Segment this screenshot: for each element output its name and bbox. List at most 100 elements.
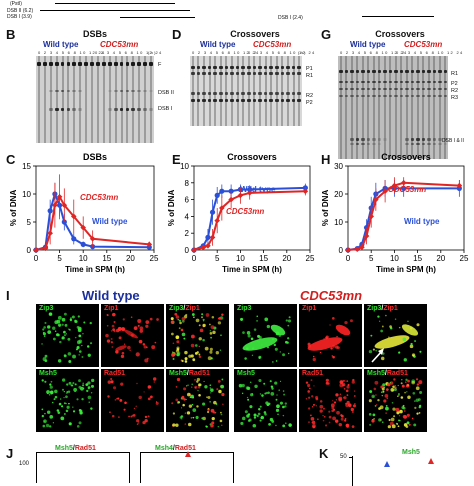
- gel-band: [66, 62, 71, 66]
- micro-spot: [338, 398, 342, 402]
- gel-band: [286, 66, 290, 69]
- micro-spot: [54, 330, 57, 332]
- micro-spot: [57, 315, 62, 320]
- gel-band: [252, 92, 257, 95]
- micro-spot: [172, 412, 176, 415]
- gel-band: [275, 66, 279, 69]
- y-axis-label: % of DNA: [167, 190, 176, 227]
- chart-title: DSBs: [83, 152, 107, 162]
- series-label: Wild type: [240, 185, 276, 194]
- micro-spot: [81, 397, 84, 401]
- fragment-line-3: [120, 17, 195, 18]
- micro-spot: [78, 379, 81, 383]
- micro-spot: [250, 381, 252, 383]
- micro-spot: [308, 407, 311, 410]
- gel-band: [78, 108, 83, 111]
- micro-spot: [171, 353, 175, 357]
- x-tick-label: 10: [236, 254, 245, 263]
- micro-spot: [155, 401, 159, 405]
- micro-spot: [325, 424, 328, 427]
- gel-band: [372, 81, 376, 83]
- gel-band: [372, 95, 376, 97]
- micro-spot: [402, 414, 407, 419]
- y-tick-label: 5: [27, 218, 32, 227]
- panel-k-axis: [352, 456, 353, 486]
- micro-spot: [241, 416, 246, 421]
- micro-spot: [90, 407, 93, 410]
- micro-spot: [404, 381, 407, 383]
- gel-band: [443, 138, 447, 141]
- x-axis-label: Time in SPM (h): [65, 265, 125, 274]
- micro-spot: [87, 381, 91, 385]
- micro-spot: [68, 402, 70, 405]
- gel-band: [230, 92, 234, 95]
- micro-spot: [58, 324, 61, 327]
- gel-band: [280, 66, 285, 69]
- micro-spot: [204, 346, 209, 351]
- micro-spot: [375, 394, 377, 396]
- panel-g-letter: G: [321, 27, 332, 42]
- micro-spot: [398, 351, 401, 354]
- gel-band: [421, 81, 425, 83]
- micro-spot: [397, 384, 399, 387]
- gel-band: [339, 95, 343, 97]
- micro-spot: [115, 350, 119, 354]
- micro-spot: [136, 382, 138, 385]
- gel-band: [219, 92, 223, 95]
- micro-spot: [269, 380, 272, 383]
- panel-g-lanes-mut: 0 2 3 4 5 6 8 10 12 24: [396, 50, 464, 55]
- gel-band: [224, 92, 229, 95]
- micro-spot: [374, 405, 377, 407]
- micro-spot: [118, 336, 122, 340]
- micro-spot: [210, 325, 215, 329]
- micro-spot: [310, 417, 315, 421]
- micro-spot: [78, 421, 82, 425]
- micro-spot: [69, 329, 71, 331]
- gel-lane-smear: [242, 56, 245, 126]
- micro-spot: [285, 340, 288, 344]
- gel-lane-smear: [144, 56, 147, 143]
- micro-spot: [267, 391, 270, 394]
- y-axis-label: % of DNA: [9, 190, 18, 227]
- gel-band: [405, 88, 409, 90]
- micro-spot: [63, 397, 65, 399]
- gel-band: [263, 92, 268, 95]
- gel-band: [275, 72, 279, 75]
- gel-band: [443, 88, 447, 90]
- panel-b-band-f: F: [158, 62, 162, 68]
- gel-band: [394, 95, 398, 97]
- micro-spot: [213, 400, 217, 405]
- micro-spot: [285, 422, 287, 424]
- x-axis-label: Time in SPM (h): [376, 265, 436, 274]
- data-point: [373, 196, 379, 203]
- micro-spot: [254, 384, 258, 389]
- gel-band: [372, 88, 376, 90]
- gel-band: [119, 108, 124, 111]
- panel-g-wt-header: Wild type: [350, 40, 386, 49]
- micro-spot: [315, 397, 319, 401]
- micro-spot: [87, 353, 91, 357]
- merge-red-part: Rad51: [188, 370, 210, 377]
- gel-band: [101, 62, 106, 66]
- gel-band: [196, 92, 201, 95]
- micro-spot: [90, 384, 94, 388]
- micro-spot: [201, 417, 204, 420]
- gel-band: [291, 66, 296, 69]
- micro-texture: [41, 312, 93, 364]
- gel-band: [432, 143, 436, 145]
- gel-band: [372, 138, 376, 141]
- micro-spot: [121, 327, 126, 332]
- x-tick-label: 20: [436, 254, 445, 263]
- x-tick-label: 20: [282, 254, 291, 263]
- micro-spot: [145, 324, 149, 328]
- micro-mut-merge1-label: Zip3/Zip1: [367, 305, 398, 312]
- gel-band: [438, 88, 442, 90]
- gel-lane-smear: [73, 56, 76, 143]
- panel-b-lanes-wt: 0 2 3 4 5 6 8 10 12 24: [38, 50, 106, 55]
- micro-spot: [120, 354, 125, 359]
- micro-spot: [42, 331, 45, 334]
- micro-spot: [46, 392, 49, 395]
- micro-spot: [183, 387, 187, 391]
- micro-spot: [344, 320, 348, 325]
- micro-spot: [69, 318, 73, 322]
